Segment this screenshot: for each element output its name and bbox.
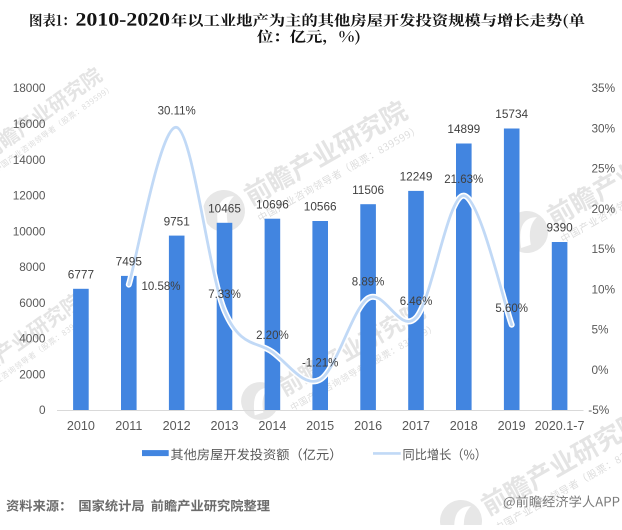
svg-text:30.11%: 30.11% (158, 106, 196, 118)
svg-text:30%: 30% (592, 121, 616, 135)
svg-text:9390: 9390 (546, 221, 573, 235)
svg-text:8.89%: 8.89% (352, 276, 385, 288)
svg-text:2018: 2018 (450, 419, 478, 433)
svg-text:2020.1-7: 2020.1-7 (535, 419, 585, 433)
svg-text:10696: 10696 (256, 197, 289, 211)
svg-text:2015: 2015 (306, 419, 334, 433)
svg-text:5.60%: 5.60% (495, 303, 528, 315)
svg-text:2011: 2011 (115, 419, 142, 433)
svg-text:20%: 20% (592, 202, 616, 216)
svg-text:-1.21%: -1.21% (302, 358, 338, 370)
svg-text:2013: 2013 (210, 419, 238, 433)
svg-text:12249: 12249 (400, 170, 433, 184)
svg-text:35%: 35% (592, 81, 616, 95)
svg-text:7.33%: 7.33% (208, 289, 241, 301)
svg-text:5%: 5% (592, 323, 610, 337)
svg-text:18000: 18000 (13, 81, 46, 95)
svg-text:9751: 9751 (164, 214, 190, 228)
svg-text:12000: 12000 (13, 189, 46, 203)
svg-text:10000: 10000 (13, 224, 46, 238)
svg-text:14899: 14899 (447, 122, 480, 136)
svg-text:10%: 10% (592, 282, 616, 296)
svg-text:14000: 14000 (13, 153, 46, 167)
svg-text:8000: 8000 (19, 260, 46, 274)
svg-text:6.46%: 6.46% (400, 296, 433, 308)
svg-text:2010: 2010 (67, 419, 95, 433)
svg-text:2016: 2016 (354, 419, 382, 433)
svg-text:4000: 4000 (19, 332, 46, 346)
svg-text:16000: 16000 (13, 117, 46, 131)
svg-text:15734: 15734 (495, 107, 528, 121)
svg-text:7495: 7495 (116, 255, 143, 269)
svg-text:0%: 0% (592, 363, 610, 377)
svg-text:15%: 15% (592, 242, 616, 256)
svg-text:2012: 2012 (163, 419, 191, 433)
svg-text:-5%: -5% (588, 403, 609, 417)
svg-text:0: 0 (39, 403, 46, 417)
svg-text:2019: 2019 (498, 419, 526, 433)
svg-text:10465: 10465 (208, 202, 241, 216)
svg-text:25%: 25% (592, 162, 616, 176)
svg-text:21.63%: 21.63% (444, 174, 483, 186)
svg-text:11506: 11506 (352, 183, 384, 197)
svg-text:2.20%: 2.20% (256, 330, 289, 342)
svg-text:10566: 10566 (304, 200, 337, 214)
svg-text:2000: 2000 (19, 367, 46, 381)
svg-text:2014: 2014 (258, 419, 286, 433)
svg-text:2017: 2017 (402, 419, 430, 433)
svg-text:6000: 6000 (19, 296, 46, 310)
svg-text:6777: 6777 (68, 268, 94, 282)
svg-text:10.58%: 10.58% (142, 281, 181, 293)
